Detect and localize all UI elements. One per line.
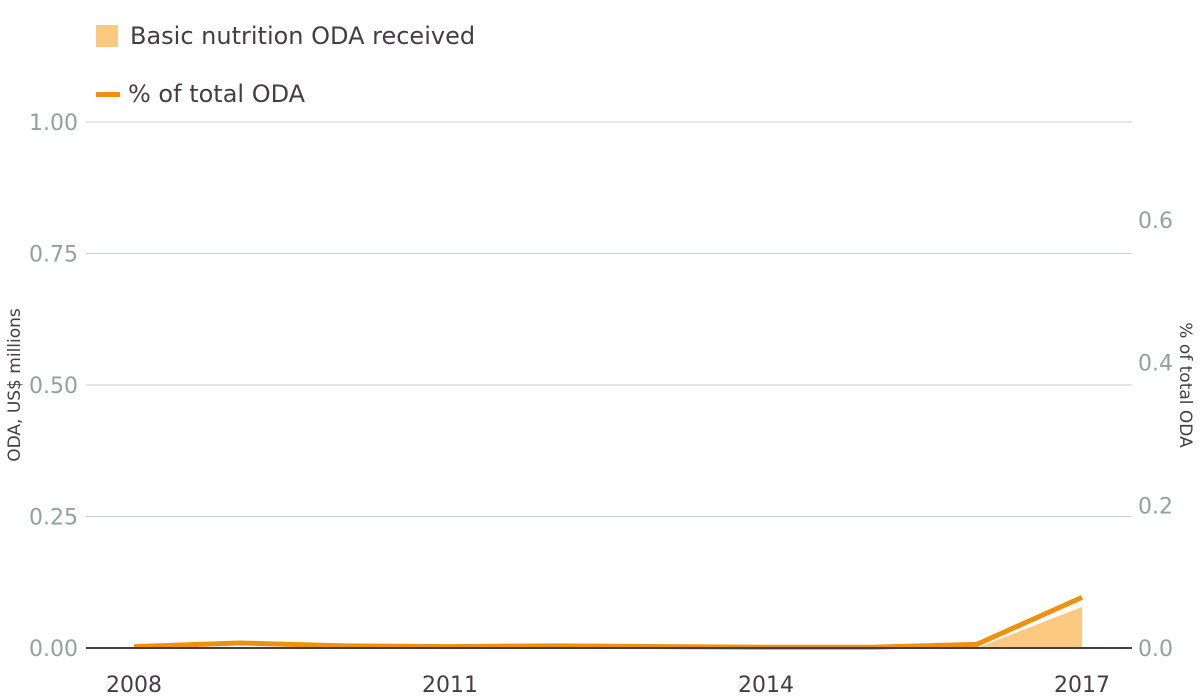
left-tick-label: 0.00: [29, 637, 78, 662]
x-tick-label: 2017: [1054, 673, 1110, 698]
line-series: [133, 595, 1084, 650]
left-tick-label: 0.25: [29, 506, 78, 531]
right-axis-title: % of total ODA: [1175, 322, 1195, 448]
left-tick-label: 0.75: [29, 243, 78, 268]
left-tick-label: 1.00: [29, 111, 78, 136]
legend-label-percent-total: % of total ODA: [128, 80, 306, 108]
left-tick-label: 0.50: [29, 374, 78, 399]
right-tick-label: 0.4: [1138, 352, 1173, 377]
legend-item-percent-total: % of total ODA: [96, 76, 475, 112]
x-tick-label: 2014: [738, 673, 794, 698]
x-tick-label: 2011: [422, 673, 478, 698]
right-axis-ticks: 0.0 0.2 0.4 0.6: [1138, 209, 1173, 662]
area-series: [134, 606, 1082, 648]
grid-lines: [86, 121, 1132, 517]
legend-label-oda-received: Basic nutrition ODA received: [130, 22, 476, 50]
line-percent-total-oda: [133, 595, 1084, 650]
left-axis-title: ODA, US$ millions: [5, 308, 25, 462]
right-tick-label: 0.6: [1138, 209, 1173, 234]
legend-item-oda-received: Basic nutrition ODA received: [96, 18, 475, 54]
x-tick-label: 2008: [106, 673, 162, 698]
right-tick-label: 0.2: [1138, 494, 1173, 519]
legend-swatch-area: [96, 25, 118, 47]
left-axis-ticks: 0.00 0.25 0.50 0.75 1.00: [29, 111, 78, 662]
x-axis-ticks: 2008 2011 2014 2017: [106, 673, 1110, 698]
chart-legend: Basic nutrition ODA received % of total …: [96, 18, 475, 134]
legend-swatch-line: [96, 91, 120, 97]
right-tick-label: 0.0: [1138, 637, 1173, 662]
area-basic-nutrition-oda: [134, 606, 1082, 648]
